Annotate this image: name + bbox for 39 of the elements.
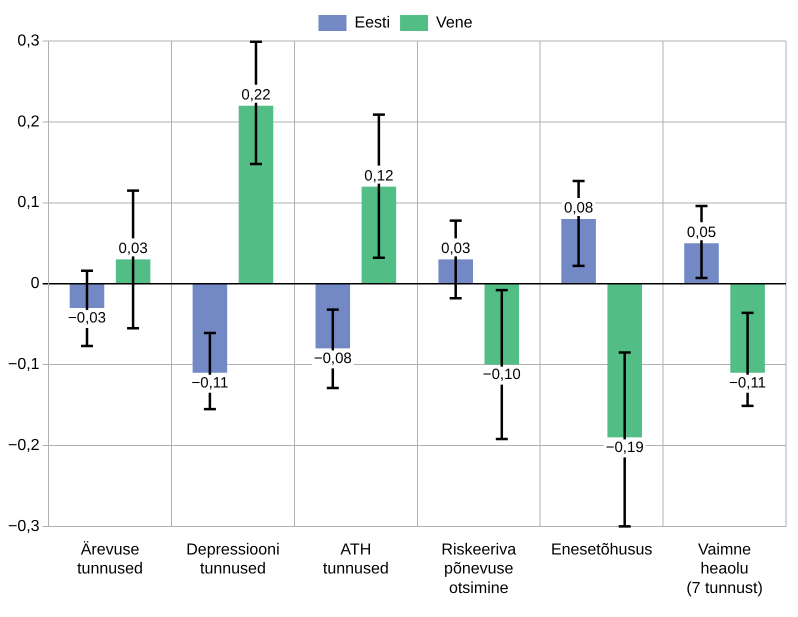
data-label: −0,03	[68, 310, 106, 327]
legend-label: Vene	[436, 14, 473, 32]
bar	[116, 259, 150, 283]
x-tick-label: Ärevuse tunnused	[77, 540, 143, 578]
data-label: −0,10	[482, 366, 521, 384]
data-label: 0,03	[441, 240, 470, 258]
data-label: 0,05	[686, 224, 716, 241]
data-label: 0,22	[241, 86, 271, 104]
data-label: 0,03	[118, 240, 148, 258]
bar	[192, 284, 228, 373]
bar	[438, 259, 473, 283]
data-label: −0,11	[191, 374, 228, 392]
data-label: 0,12	[364, 167, 394, 184]
y-tick-label: 0,2	[17, 113, 40, 130]
y-tick-label: −0,2	[8, 436, 40, 454]
bar	[70, 284, 104, 308]
y-tick-label: −0,1	[8, 356, 40, 374]
data-label: −0,19	[606, 439, 644, 456]
bar	[730, 284, 765, 373]
bar	[484, 284, 520, 365]
y-tick-label: −0,3	[8, 518, 40, 535]
bar	[684, 243, 719, 283]
bar	[362, 186, 396, 283]
x-tick-label: Vaimne heaolu (7 tunnust)	[686, 541, 763, 597]
x-tick-label: Depressiooni tunnused	[186, 541, 280, 578]
y-tick-label: 0,3	[17, 32, 40, 50]
y-tick-label: 0	[30, 275, 40, 292]
x-tick-label: Riskeeriva põnevuse otsimine	[441, 541, 516, 597]
y-tick-label: 0,1	[17, 194, 40, 212]
bar	[316, 284, 350, 348]
data-label: 0,08	[564, 200, 594, 217]
legend-label: Eesti	[354, 14, 390, 32]
data-label: −0,08	[314, 350, 352, 368]
x-tick-label: Enesetõhusus	[550, 541, 652, 558]
x-tick-label: ATH tunnused	[322, 541, 389, 578]
data-label: −0,11	[729, 374, 766, 392]
bar	[607, 284, 642, 438]
bar	[561, 218, 596, 283]
bar	[238, 106, 274, 283]
